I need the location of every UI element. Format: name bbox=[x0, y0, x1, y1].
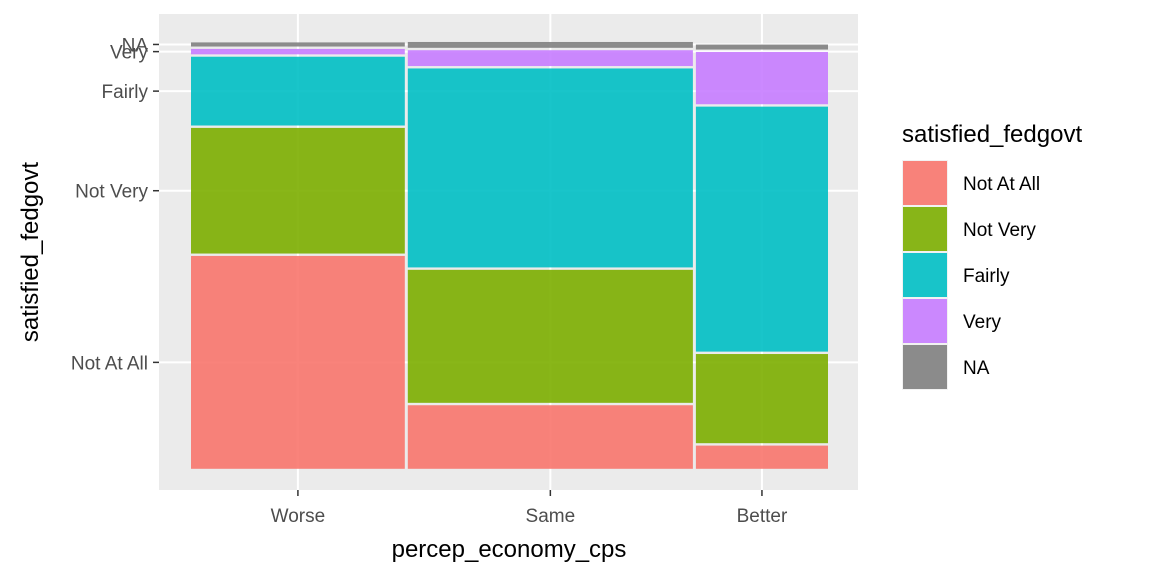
legend-label: Fairly bbox=[963, 266, 1010, 287]
legend: satisfied_fedgovt Not At All Not Very Fair… bbox=[902, 121, 1082, 390]
x-tick-label: Better bbox=[737, 506, 788, 527]
legend-label: NA bbox=[963, 358, 990, 379]
legend-title: satisfied_fedgovt bbox=[902, 121, 1082, 148]
legend-label: Not Very bbox=[963, 220, 1036, 241]
legend-label: Very bbox=[963, 312, 1002, 333]
x-tick-label: Same bbox=[526, 506, 576, 527]
y-tick-label: Not At All bbox=[71, 353, 148, 374]
y-tick-label: NA bbox=[122, 35, 149, 56]
y-tick-label: Fairly bbox=[102, 82, 149, 103]
mosaic-tile bbox=[407, 68, 693, 268]
y-axis-title: satisfied_fedgovt bbox=[17, 162, 44, 342]
legend-swatch bbox=[903, 345, 947, 389]
mosaic-tile bbox=[191, 48, 405, 55]
y-tick-label: Not Very bbox=[75, 182, 148, 203]
x-tick-label: Worse bbox=[271, 506, 326, 527]
legend-swatch bbox=[903, 207, 947, 251]
legend-swatch bbox=[903, 253, 947, 297]
mosaic-tile bbox=[407, 50, 693, 67]
legend-swatch bbox=[903, 299, 947, 343]
mosaic-tile bbox=[191, 42, 405, 47]
mosaic-tile bbox=[191, 255, 405, 469]
mosaic-tiles bbox=[191, 41, 828, 469]
mosaic-tile bbox=[695, 445, 828, 469]
mosaic-tile bbox=[695, 354, 828, 444]
mosaic-tile bbox=[695, 51, 828, 105]
mosaic-tile bbox=[407, 269, 693, 403]
x-axis-title: percep_economy_cps bbox=[392, 536, 627, 563]
y-tick-label: Very bbox=[110, 43, 149, 64]
legend-items: Not At All Not Very Fairly Very NA bbox=[902, 160, 1040, 390]
mosaic-tile bbox=[407, 405, 693, 469]
legend-swatch bbox=[903, 161, 947, 205]
legend-label: Not At All bbox=[963, 174, 1040, 195]
mosaic-tile bbox=[191, 56, 405, 126]
mosaic-tile bbox=[695, 106, 828, 352]
mosaic-tile bbox=[695, 44, 828, 50]
mosaic-tile bbox=[191, 127, 405, 254]
mosaic-tile bbox=[407, 41, 693, 48]
x-axis: Worse Same Better bbox=[271, 490, 788, 527]
